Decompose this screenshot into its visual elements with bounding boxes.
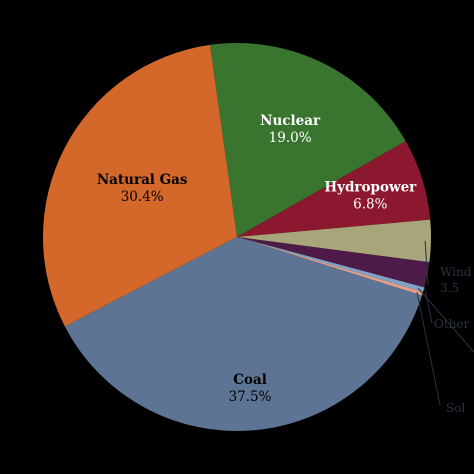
leader-line-wind: [424, 240, 429, 286]
pie-slice-hydropower: [237, 141, 431, 237]
slice-value-nuclear: 19.0%: [269, 130, 312, 146]
outside-labels: Wind 3.5 Other Sol: [434, 265, 472, 415]
outside-label-other: Other: [434, 317, 469, 331]
slice-label-natural-gas: Natural Gas: [97, 172, 188, 188]
pie-slice-wind: [237, 219, 431, 263]
slice-value-coal: 37.5%: [229, 389, 272, 405]
pie-slice-slice-4: [237, 237, 425, 293]
pie-slices: [42, 42, 431, 432]
pie-slice-coal: [64, 237, 422, 432]
leader-line-small-2: [416, 291, 441, 406]
leader-line-small-1: [417, 287, 474, 353]
outside-label-wind: Wind: [440, 265, 472, 279]
pie-slice-natural-gas: [42, 44, 237, 327]
slice-value-hydropower: 6.8%: [353, 196, 387, 212]
pie-slice-other: [237, 237, 430, 288]
slice-label-nuclear: Nuclear: [260, 113, 321, 129]
leader-lines: [416, 240, 474, 406]
pie-slice-nuclear: [210, 42, 406, 237]
outside-label-sol: Sol: [446, 401, 465, 415]
slice-label-coal: Coal: [233, 372, 267, 388]
slice-value-natural-gas: 30.4%: [121, 189, 164, 205]
slice-label-hydropower: Hydropower: [324, 179, 417, 195]
pie-slice-slice-5: [237, 237, 424, 296]
outside-label-3-5: 3.5: [440, 281, 459, 295]
